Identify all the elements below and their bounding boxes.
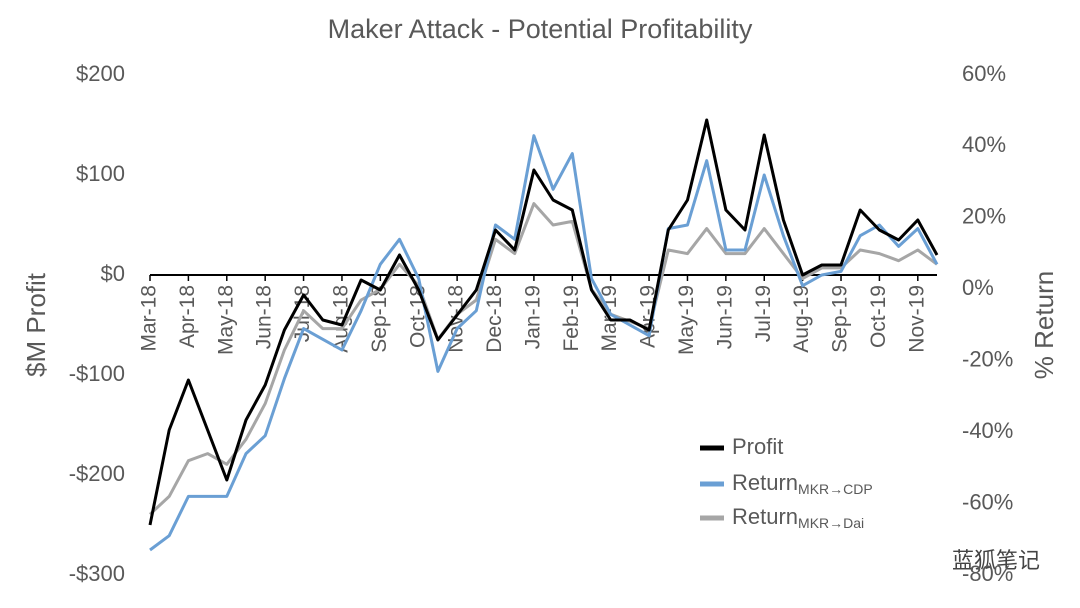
y-axis-title: $M Profit <box>21 272 51 377</box>
x-tick-label: Jun-19 <box>713 285 736 349</box>
legend-label: ReturnMKR→Dai <box>732 504 864 531</box>
legend-label: ReturnMKR→CDP <box>732 470 873 497</box>
x-tick-label: Apr-18 <box>176 285 199 348</box>
x-tick-label: Jul-19 <box>752 285 775 342</box>
y2-tick-label: 40% <box>962 132 1006 157</box>
x-tick-label: Nov-19 <box>905 285 928 353</box>
y-tick-label: -$200 <box>69 461 125 486</box>
y-tick-label: $0 <box>101 261 125 286</box>
x-tick-label: Feb-19 <box>560 285 583 352</box>
y2-tick-label: -60% <box>962 489 1013 514</box>
x-tick-label: Jun-18 <box>253 285 276 349</box>
series-line <box>149 134 939 552</box>
x-tick-label: Dec-18 <box>483 285 506 353</box>
x-tick-label: Nov-18 <box>445 285 468 353</box>
x-tick-label: May-18 <box>214 285 237 355</box>
x-tick-label: Aug-19 <box>790 285 813 353</box>
x-tick-label: Oct-19 <box>867 285 890 348</box>
chart-title: Maker Attack - Potential Profitability <box>328 14 753 44</box>
x-tick-label: Mar-18 <box>138 285 161 352</box>
x-tick-label: Jan-19 <box>521 285 544 349</box>
x-tick-label: May-19 <box>675 285 698 355</box>
legend-subscript: MKR→Dai <box>798 515 864 531</box>
y-tick-label: -$100 <box>69 361 125 386</box>
watermark: 蓝狐笔记 <box>952 548 1040 573</box>
y-tick-label: $200 <box>76 61 125 86</box>
y2-tick-label: -80% <box>962 561 1013 586</box>
y2-axis-title: % Return <box>1029 271 1059 379</box>
y2-tick-label: 60% <box>962 61 1006 86</box>
y-tick-label: $100 <box>76 161 125 186</box>
y2-tick-label: -40% <box>962 418 1013 443</box>
y2-tick-label: -20% <box>962 347 1013 372</box>
y2-tick-label: 0% <box>962 275 994 300</box>
legend-name: Profit <box>732 434 783 459</box>
x-tick-label: Sep-19 <box>829 285 852 353</box>
series-line <box>148 202 938 516</box>
legend-label: Profit <box>732 434 783 459</box>
legend-subscript: MKR→CDP <box>798 481 873 497</box>
x-tick-label: Sep-18 <box>368 285 391 353</box>
legend-name: Return <box>732 504 798 529</box>
legend-name: Return <box>732 470 798 495</box>
y2-tick-label: 20% <box>962 204 1006 229</box>
x-tick-label: Aug-18 <box>329 285 352 353</box>
series-line <box>148 118 939 526</box>
y-tick-label: -$300 <box>69 561 125 586</box>
